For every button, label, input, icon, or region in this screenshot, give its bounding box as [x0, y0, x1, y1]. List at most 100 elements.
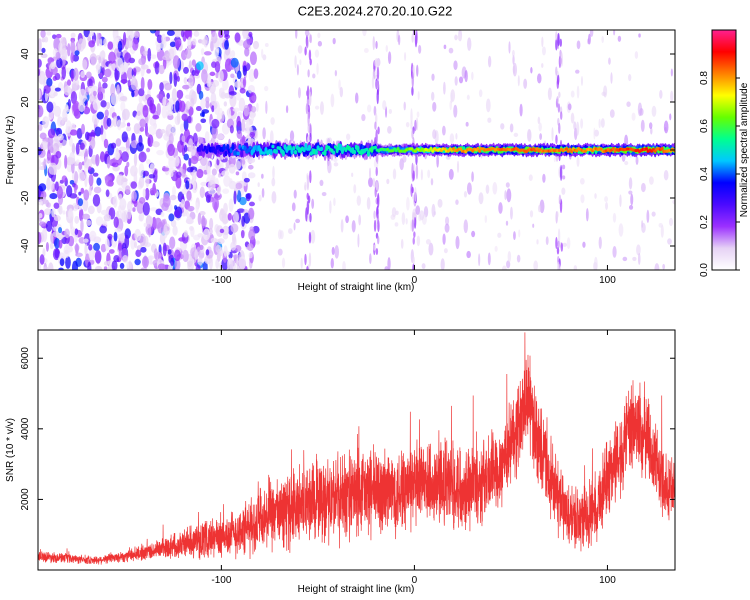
heatmap-cell	[670, 68, 673, 77]
heatmap-cell	[88, 166, 92, 172]
heatmap-cell	[104, 174, 113, 187]
heatmap-cell	[173, 72, 178, 87]
heatmap-cell	[299, 59, 302, 66]
heatmap-cell	[220, 208, 225, 216]
heatmap-cell	[182, 84, 190, 90]
colorbar-ticks: 0.0 0.2 0.4 0.6 0.8	[699, 71, 740, 277]
heatmap-cell	[156, 103, 161, 116]
heatmap-cell	[58, 267, 64, 270]
heatmap-cell	[308, 231, 312, 244]
snr-y-axis-label: SNR (10 * v/v)	[5, 418, 16, 482]
heatmap-cell	[175, 174, 182, 189]
heatmap-cell	[576, 40, 581, 50]
heatmap-cell	[334, 245, 339, 259]
heatmap-cell	[247, 38, 253, 44]
heatmap-cell	[130, 181, 138, 189]
heatmap-cell	[145, 215, 153, 228]
heatmap-cell	[223, 202, 228, 215]
heatmap-cell	[453, 104, 458, 118]
heatmap-cell	[43, 85, 51, 94]
heatmap-cell	[52, 34, 57, 40]
heatmap-cell	[93, 236, 102, 244]
heatmap-cell	[611, 147, 616, 151]
heatmap-cell	[640, 119, 645, 132]
heatmap-cell	[75, 142, 80, 155]
heatmap-cell	[509, 123, 514, 133]
y-tick-label: 6000	[20, 347, 31, 370]
heatmap-cell	[169, 41, 176, 48]
heatmap-cell	[215, 72, 219, 79]
heatmap-cell	[306, 266, 309, 270]
heatmap-cell	[44, 36, 49, 43]
heatmap-cell	[375, 112, 378, 125]
heatmap-cell	[604, 196, 609, 203]
heatmap-cell	[176, 75, 180, 82]
heatmap-cell	[293, 189, 297, 199]
heatmap-cell	[183, 76, 188, 85]
heatmap-cell	[304, 46, 307, 56]
heatmap-cell	[319, 146, 324, 152]
heatmap-cell	[667, 238, 672, 245]
heatmap-cell	[400, 238, 404, 249]
heatmap-cell	[314, 149, 318, 156]
heatmap-cell	[628, 204, 634, 210]
heatmap-cell	[136, 200, 145, 214]
heatmap-cell	[98, 72, 103, 79]
heatmap-cell	[186, 190, 192, 201]
heatmap-cell	[46, 77, 53, 87]
heatmap-cell	[39, 132, 47, 140]
heatmap-cell	[173, 30, 182, 38]
heatmap-cell	[125, 39, 133, 49]
heatmap-cell	[127, 260, 132, 270]
heatmap-cell	[387, 51, 392, 64]
heatmap-cell	[182, 249, 189, 263]
heatmap-cell	[437, 198, 443, 208]
heatmap-cell	[38, 142, 41, 148]
heatmap-cell	[181, 113, 188, 122]
heatmap-cell	[118, 249, 122, 262]
heatmap-cell	[366, 150, 371, 157]
heatmap-cell	[44, 208, 52, 216]
heatmap-cell	[626, 101, 631, 107]
heatmap-cell	[207, 180, 216, 191]
heatmap-cell	[478, 253, 481, 267]
heatmap-cell	[414, 119, 417, 132]
heatmap-cell	[133, 31, 139, 39]
heatmap-cell	[269, 130, 274, 145]
heatmap-cell	[281, 257, 286, 269]
heatmap-cell	[172, 185, 176, 197]
heatmap-cell	[80, 187, 85, 194]
heatmap-cell	[230, 223, 239, 233]
heatmap-cell	[102, 82, 108, 89]
heatmap-cell	[94, 126, 102, 137]
heatmap-cell	[235, 182, 243, 190]
heatmap-cell	[220, 91, 227, 100]
heatmap-cell	[101, 76, 108, 83]
heatmap-cell	[162, 195, 171, 208]
heatmap-cell	[523, 78, 528, 89]
heatmap-cell	[568, 147, 572, 151]
heatmap-cell	[394, 222, 399, 227]
heatmap-cell	[261, 48, 264, 58]
heatmap-cell	[121, 131, 128, 143]
heatmap-cell	[376, 89, 379, 105]
heatmap-cell	[96, 62, 101, 75]
heatmap-cell	[387, 257, 391, 270]
heatmap-cell	[161, 33, 167, 45]
heatmap-cell	[131, 74, 136, 84]
heatmap-cell	[67, 157, 76, 164]
heatmap-cell	[100, 100, 107, 108]
heatmap-cell	[175, 100, 180, 113]
heatmap-cell	[226, 257, 234, 270]
heatmap-cell	[114, 151, 121, 160]
heatmap-cell	[332, 37, 336, 45]
heatmap-cell	[539, 133, 542, 141]
heatmap-cell	[579, 178, 585, 185]
heatmap-cell	[53, 91, 58, 97]
heatmap-cell	[375, 248, 379, 256]
heatmap-cell	[248, 31, 253, 38]
heatmap-cell	[40, 53, 48, 59]
heatmap-cell	[257, 182, 260, 187]
heatmap-cell	[40, 30, 46, 39]
